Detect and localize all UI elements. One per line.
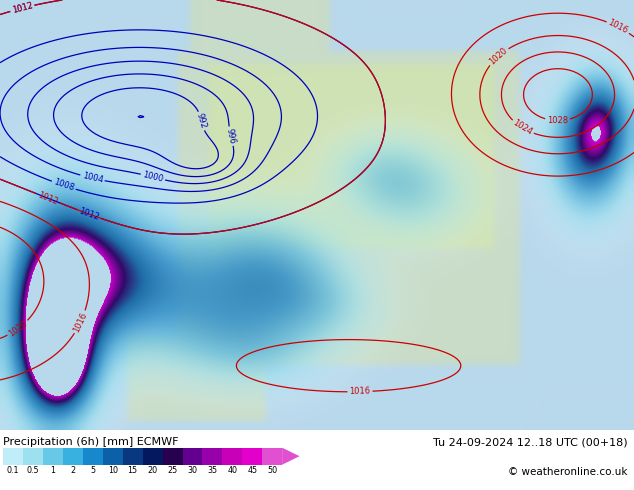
Text: 30: 30 bbox=[188, 466, 197, 475]
Bar bbox=[63, 448, 83, 465]
Text: 0.1: 0.1 bbox=[7, 466, 20, 475]
Text: 1020: 1020 bbox=[488, 46, 509, 67]
Text: 1028: 1028 bbox=[547, 116, 568, 125]
Bar bbox=[262, 448, 282, 465]
Bar bbox=[242, 448, 262, 465]
Text: 1016: 1016 bbox=[349, 387, 371, 396]
Text: 5: 5 bbox=[90, 466, 95, 475]
Text: 1024: 1024 bbox=[511, 119, 534, 137]
Text: 35: 35 bbox=[207, 466, 217, 475]
Text: 50: 50 bbox=[267, 466, 277, 475]
Text: 15: 15 bbox=[127, 466, 138, 475]
Bar bbox=[43, 448, 63, 465]
Bar bbox=[23, 448, 43, 465]
Text: 1012: 1012 bbox=[11, 1, 34, 15]
Bar bbox=[202, 448, 223, 465]
Text: 1012: 1012 bbox=[11, 1, 34, 15]
Bar bbox=[143, 448, 162, 465]
Bar bbox=[223, 448, 242, 465]
Text: 1: 1 bbox=[51, 466, 56, 475]
Text: 10: 10 bbox=[108, 466, 118, 475]
Text: 1000: 1000 bbox=[141, 171, 164, 184]
Text: Tu 24-09-2024 12..18 UTC (00+18): Tu 24-09-2024 12..18 UTC (00+18) bbox=[433, 438, 628, 447]
Text: 992: 992 bbox=[195, 112, 208, 130]
Text: 0.5: 0.5 bbox=[27, 466, 39, 475]
Text: © weatheronline.co.uk: © weatheronline.co.uk bbox=[508, 467, 628, 477]
Text: 1008: 1008 bbox=[52, 178, 75, 193]
Text: 996: 996 bbox=[225, 127, 237, 145]
Polygon shape bbox=[282, 448, 300, 465]
Text: 2: 2 bbox=[70, 466, 75, 475]
Text: 1016: 1016 bbox=[607, 18, 630, 36]
Text: 25: 25 bbox=[167, 466, 178, 475]
Bar bbox=[183, 448, 202, 465]
Text: 1012: 1012 bbox=[78, 206, 101, 222]
Bar bbox=[3, 448, 23, 465]
Bar bbox=[162, 448, 183, 465]
Text: 1016: 1016 bbox=[72, 311, 89, 334]
Bar bbox=[83, 448, 103, 465]
Text: Precipitation (6h) [mm] ECMWF: Precipitation (6h) [mm] ECMWF bbox=[3, 438, 179, 447]
Text: 1020: 1020 bbox=[7, 319, 29, 339]
Text: 45: 45 bbox=[247, 466, 257, 475]
Text: 1012: 1012 bbox=[36, 190, 59, 206]
Text: 20: 20 bbox=[148, 466, 158, 475]
Text: 1004: 1004 bbox=[81, 172, 103, 185]
Text: 40: 40 bbox=[228, 466, 237, 475]
Bar bbox=[103, 448, 123, 465]
Bar bbox=[123, 448, 143, 465]
